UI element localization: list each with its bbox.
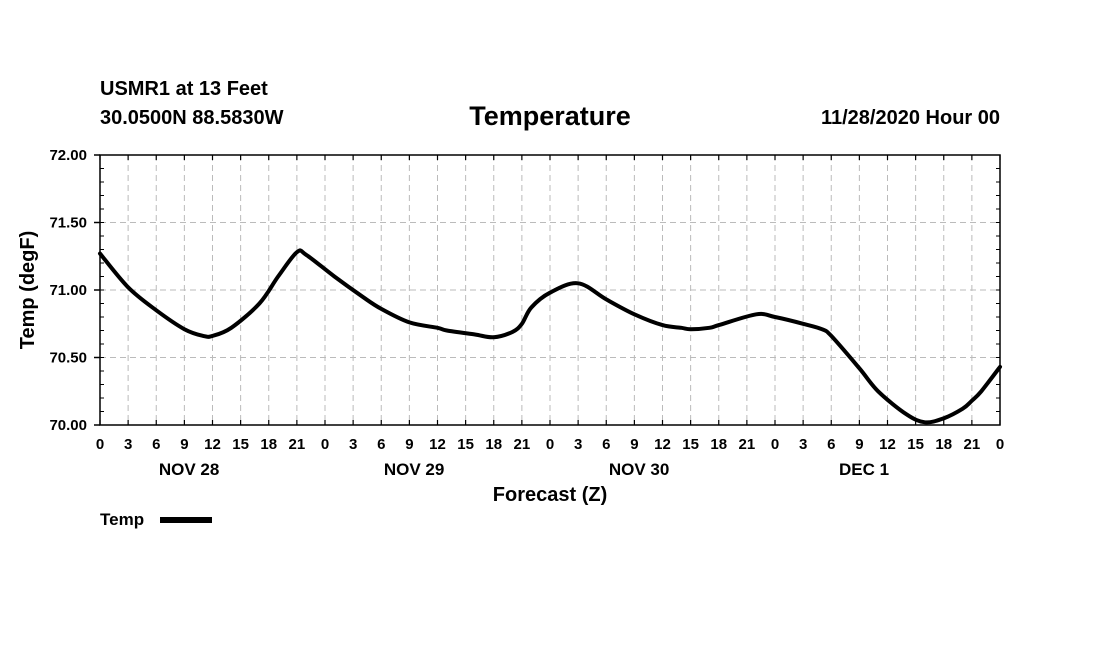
x-tick-label: 9 — [630, 436, 638, 453]
x-tick-label: 12 — [654, 436, 671, 453]
chart-title: Temperature — [469, 101, 631, 131]
y-tick-label: 72.00 — [49, 147, 87, 164]
x-tick-label: 9 — [180, 436, 188, 453]
y-tick-labels: 70.00 70.50 71.00 71.50 72.00 — [49, 147, 87, 434]
x-tick-label: 12 — [429, 436, 446, 453]
y-tick-label: 70.00 — [49, 417, 87, 434]
x-tick-label: 21 — [514, 436, 531, 453]
x-tick-label: 3 — [574, 436, 582, 453]
x-tick-label: 12 — [879, 436, 896, 453]
x-tick-label: 12 — [204, 436, 221, 453]
x-tick-label: 15 — [232, 436, 249, 453]
x-axis-title: Forecast (Z) — [493, 484, 607, 506]
x-tick-label: 21 — [739, 436, 756, 453]
x-tick-label: 0 — [546, 436, 554, 453]
y-tick-label: 71.00 — [49, 282, 87, 299]
y-tick-label: 70.50 — [49, 350, 87, 367]
x-tick-label: 0 — [771, 436, 779, 453]
x-tick-label: 6 — [377, 436, 385, 453]
x-tick-labels: 0 3 6 9 12 15 18 21 0 3 6 9 12 15 18 21 0 3 6 9 12 15 18 21 0 3 6 9… — [96, 436, 1004, 453]
day-label: NOV 30 — [609, 460, 669, 479]
x-tick-label: 9 — [405, 436, 413, 453]
x-tick-label: 3 — [124, 436, 132, 453]
x-tick-label: 15 — [457, 436, 474, 453]
x-tick-label: 0 — [96, 436, 104, 453]
x-tick-label: 3 — [799, 436, 807, 453]
x-tick-label: 6 — [152, 436, 160, 453]
datetime-label: 11/28/2020 Hour 00 — [821, 107, 1000, 129]
temp-series-line — [98, 248, 1002, 425]
x-tick-label: 15 — [907, 436, 924, 453]
coordinates-label: 30.0500N 88.5830W — [100, 107, 284, 129]
day-label: DEC 1 — [839, 460, 889, 479]
axis-ticks — [94, 154, 1001, 426]
x-tick-label: 0 — [996, 436, 1004, 453]
x-tick-label: 21 — [964, 436, 981, 453]
station-label: USMR1 at 13 Feet — [100, 78, 268, 100]
day-label: NOV 28 — [159, 460, 219, 479]
x-tick-label: 6 — [827, 436, 835, 453]
x-tick-label: 9 — [855, 436, 863, 453]
x-tick-label: 18 — [260, 436, 277, 453]
x-tick-label: 3 — [349, 436, 357, 453]
x-tick-label: 18 — [935, 436, 952, 453]
x-tick-label: 18 — [485, 436, 502, 453]
x-tick-label: 6 — [602, 436, 610, 453]
gridlines — [99, 154, 1001, 426]
day-labels: NOV 28 NOV 29 NOV 30 DEC 1 — [159, 460, 889, 479]
x-tick-label: 21 — [289, 436, 306, 453]
x-tick-label: 18 — [710, 436, 727, 453]
y-tick-label: 71.50 — [49, 215, 87, 232]
x-tick-label: 15 — [682, 436, 699, 453]
y-axis-title: Temp (degF) — [17, 231, 39, 350]
day-label: NOV 29 — [384, 460, 444, 479]
legend-label: Temp — [100, 510, 144, 529]
x-tick-label: 0 — [321, 436, 329, 453]
